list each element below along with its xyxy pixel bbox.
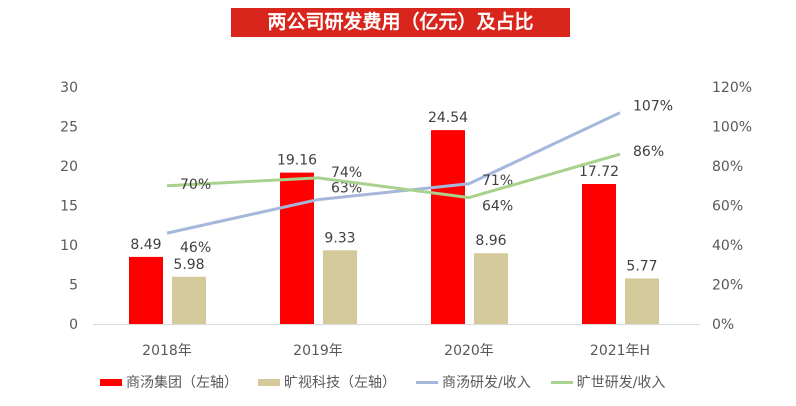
left-axis-tick: 0: [69, 317, 78, 333]
bar-shangtang: [582, 184, 616, 324]
right-axis-tick: 40%: [712, 238, 743, 254]
bar-shangtang: [431, 130, 465, 324]
legend-item: 商汤研发/收入: [416, 372, 531, 392]
bar-data-label: 8.96: [475, 233, 506, 249]
right-axis-tick: 100%: [712, 120, 752, 136]
line-data-label: 46%: [180, 240, 211, 256]
bar-data-label: 9.33: [324, 230, 355, 246]
line-data-label: 64%: [482, 199, 513, 215]
legend: 商汤集团（左轴） 旷视科技（左轴） 商汤研发/收入 旷世研发/收入: [100, 372, 665, 392]
bar-data-label: 24.54: [428, 110, 468, 126]
left-axis-tick: 10: [60, 238, 78, 254]
right-axis-tick: 80%: [712, 159, 743, 175]
legend-label: 旷世研发/收入: [576, 375, 666, 391]
line-data-label: 71%: [482, 173, 513, 189]
line-data-label: 86%: [633, 144, 664, 160]
left-axis-tick: 5: [69, 278, 78, 294]
legend-swatch: [258, 378, 280, 386]
line-data-label: 70%: [180, 177, 211, 193]
left-axis-tick: 20: [60, 159, 78, 175]
legend-label: 商汤集团（左轴）: [126, 375, 238, 391]
right-axis-tick: 120%: [712, 80, 752, 96]
legend-swatch: [100, 378, 122, 386]
bar-data-label: 8.49: [130, 237, 161, 253]
bar-data-label: 19.16: [277, 153, 317, 169]
left-axis-tick: 25: [60, 120, 78, 136]
line-megvii-ratio: [166, 152, 621, 200]
x-axis-tick: 2021年H: [590, 343, 650, 359]
bar-data-label: 5.98: [173, 257, 204, 273]
bar-shangtang: [280, 172, 314, 324]
legend-swatch: [550, 380, 573, 384]
line-data-label: 63%: [331, 181, 362, 197]
right-axis-tick: 20%: [712, 278, 743, 294]
chart-title: 两公司研发费用（亿元）及占比: [231, 8, 570, 37]
bar-data-label: 5.77: [626, 258, 657, 274]
legend-label: 旷视科技（左轴）: [284, 375, 396, 391]
line-data-label: 107%: [633, 99, 673, 115]
legend-item: 商汤集团（左轴）: [100, 372, 238, 392]
legend-item: 旷视科技（左轴）: [258, 372, 396, 392]
right-axis-tick: 0%: [712, 317, 734, 333]
bar-megvii: [625, 278, 659, 324]
x-axis-tick: 2019年: [293, 343, 343, 359]
line-shangtang-ratio: [166, 111, 621, 235]
legend-swatch: [416, 380, 438, 384]
x-axis-tick: 2018年: [142, 343, 192, 359]
right-axis-tick: 60%: [712, 199, 743, 215]
bar-megvii: [474, 253, 508, 324]
bar-megvii: [323, 250, 357, 324]
legend-item: 旷世研发/收入: [550, 372, 666, 392]
bar-megvii: [172, 276, 206, 324]
x-axis-tick: 2020年: [444, 343, 494, 359]
left-axis-tick: 15: [60, 199, 78, 215]
line-data-label: 74%: [331, 165, 362, 181]
legend-label: 商汤研发/收入: [442, 375, 531, 391]
left-axis-tick: 30: [60, 80, 78, 96]
bar-data-label: 17.72: [579, 164, 619, 180]
bar-shangtang: [129, 256, 163, 324]
